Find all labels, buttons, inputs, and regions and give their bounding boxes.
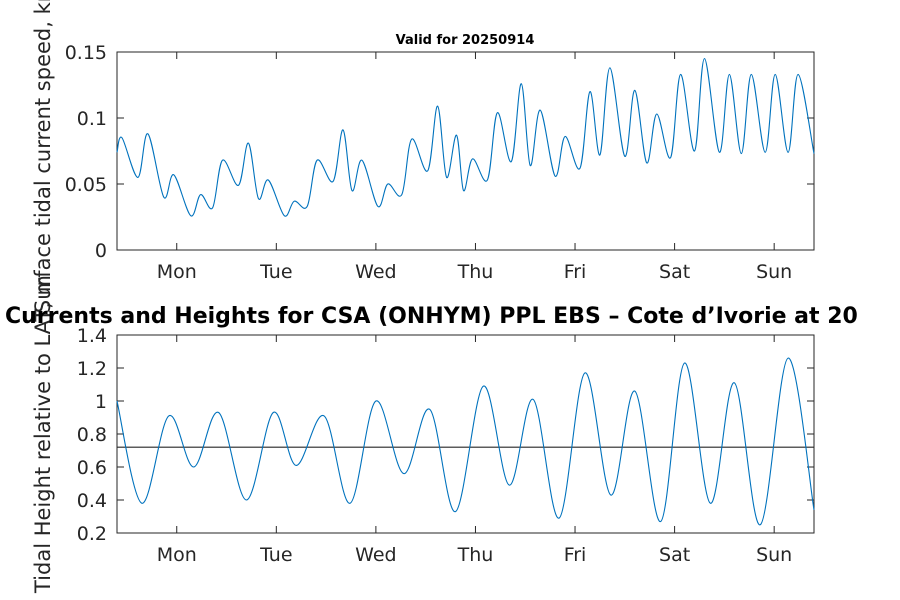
- current-y-axis-label: Surface tidal current speed, kn: [31, 0, 55, 313]
- current-y-axis: 0 0.05 0.1 0.15: [65, 42, 814, 262]
- current-x-tick-label: Fri: [564, 261, 587, 283]
- height-y-tick-label: 0.8: [77, 424, 107, 446]
- height-y-tick-label: 0.4: [77, 490, 107, 512]
- height-y-tick-label: 0.2: [77, 523, 107, 545]
- current-x-tick-label: Tue: [259, 261, 292, 283]
- current-y-tick-label: 0: [95, 240, 107, 262]
- current-speed-panel: Valid for 20250914 0 0.05 0.1 0.15 Mon Tue We…: [65, 33, 815, 283]
- height-x-tick-label: Thu: [457, 544, 494, 566]
- height-x-tick-label: Mon: [157, 544, 197, 566]
- height-plot-area: [116, 357, 815, 526]
- height-y-tick-label: 1.2: [77, 358, 107, 380]
- height-y-tick-label: 1.4: [77, 325, 107, 347]
- current-x-tick-label: Sun: [756, 261, 792, 283]
- height-series-line: [116, 357, 815, 526]
- current-axes-box: [116, 51, 815, 251]
- current-x-tick-label: Sat: [659, 261, 690, 283]
- current-series-line: [116, 58, 815, 217]
- current-y-tick-label: 0.05: [65, 174, 107, 196]
- current-chart-title: Valid for 20250914: [396, 33, 535, 48]
- height-x-tick-label: Tue: [259, 544, 292, 566]
- height-y-tick-label: 1: [95, 391, 107, 413]
- current-y-tick-label: 0.15: [65, 42, 107, 64]
- current-y-tick-label: 0.1: [77, 108, 107, 130]
- height-x-tick-label: Sun: [756, 544, 792, 566]
- height-x-tick-label: Sat: [659, 544, 690, 566]
- current-x-tick-label: Mon: [157, 261, 197, 283]
- height-x-tick-label: Fri: [564, 544, 587, 566]
- height-y-tick-label: 0.6: [77, 457, 107, 479]
- current-x-axis: Mon Tue Wed Thu Fri Sat Sun: [157, 52, 792, 283]
- height-y-axis: 0.2 0.4 0.6 0.8 1 1.2 1.4: [77, 325, 814, 545]
- figure-main-title: Currents and Heights for CSA (ONHYM) PPL…: [5, 304, 858, 329]
- height-y-axis-label: Tidal Height relative to LAT, m: [31, 275, 55, 594]
- current-x-tick-label: Wed: [355, 261, 396, 283]
- height-x-axis: Mon Tue Wed Thu Fri Sat Sun: [157, 335, 792, 566]
- height-axes-box: [116, 334, 815, 534]
- current-plot-area: [116, 58, 815, 217]
- height-x-tick-label: Wed: [355, 544, 396, 566]
- current-x-tick-label: Thu: [457, 261, 494, 283]
- tidal-height-panel: 0.2 0.4 0.6 0.8 1 1.2 1.4 Mon Tue Wed Thu Fri Sat Su…: [77, 325, 815, 566]
